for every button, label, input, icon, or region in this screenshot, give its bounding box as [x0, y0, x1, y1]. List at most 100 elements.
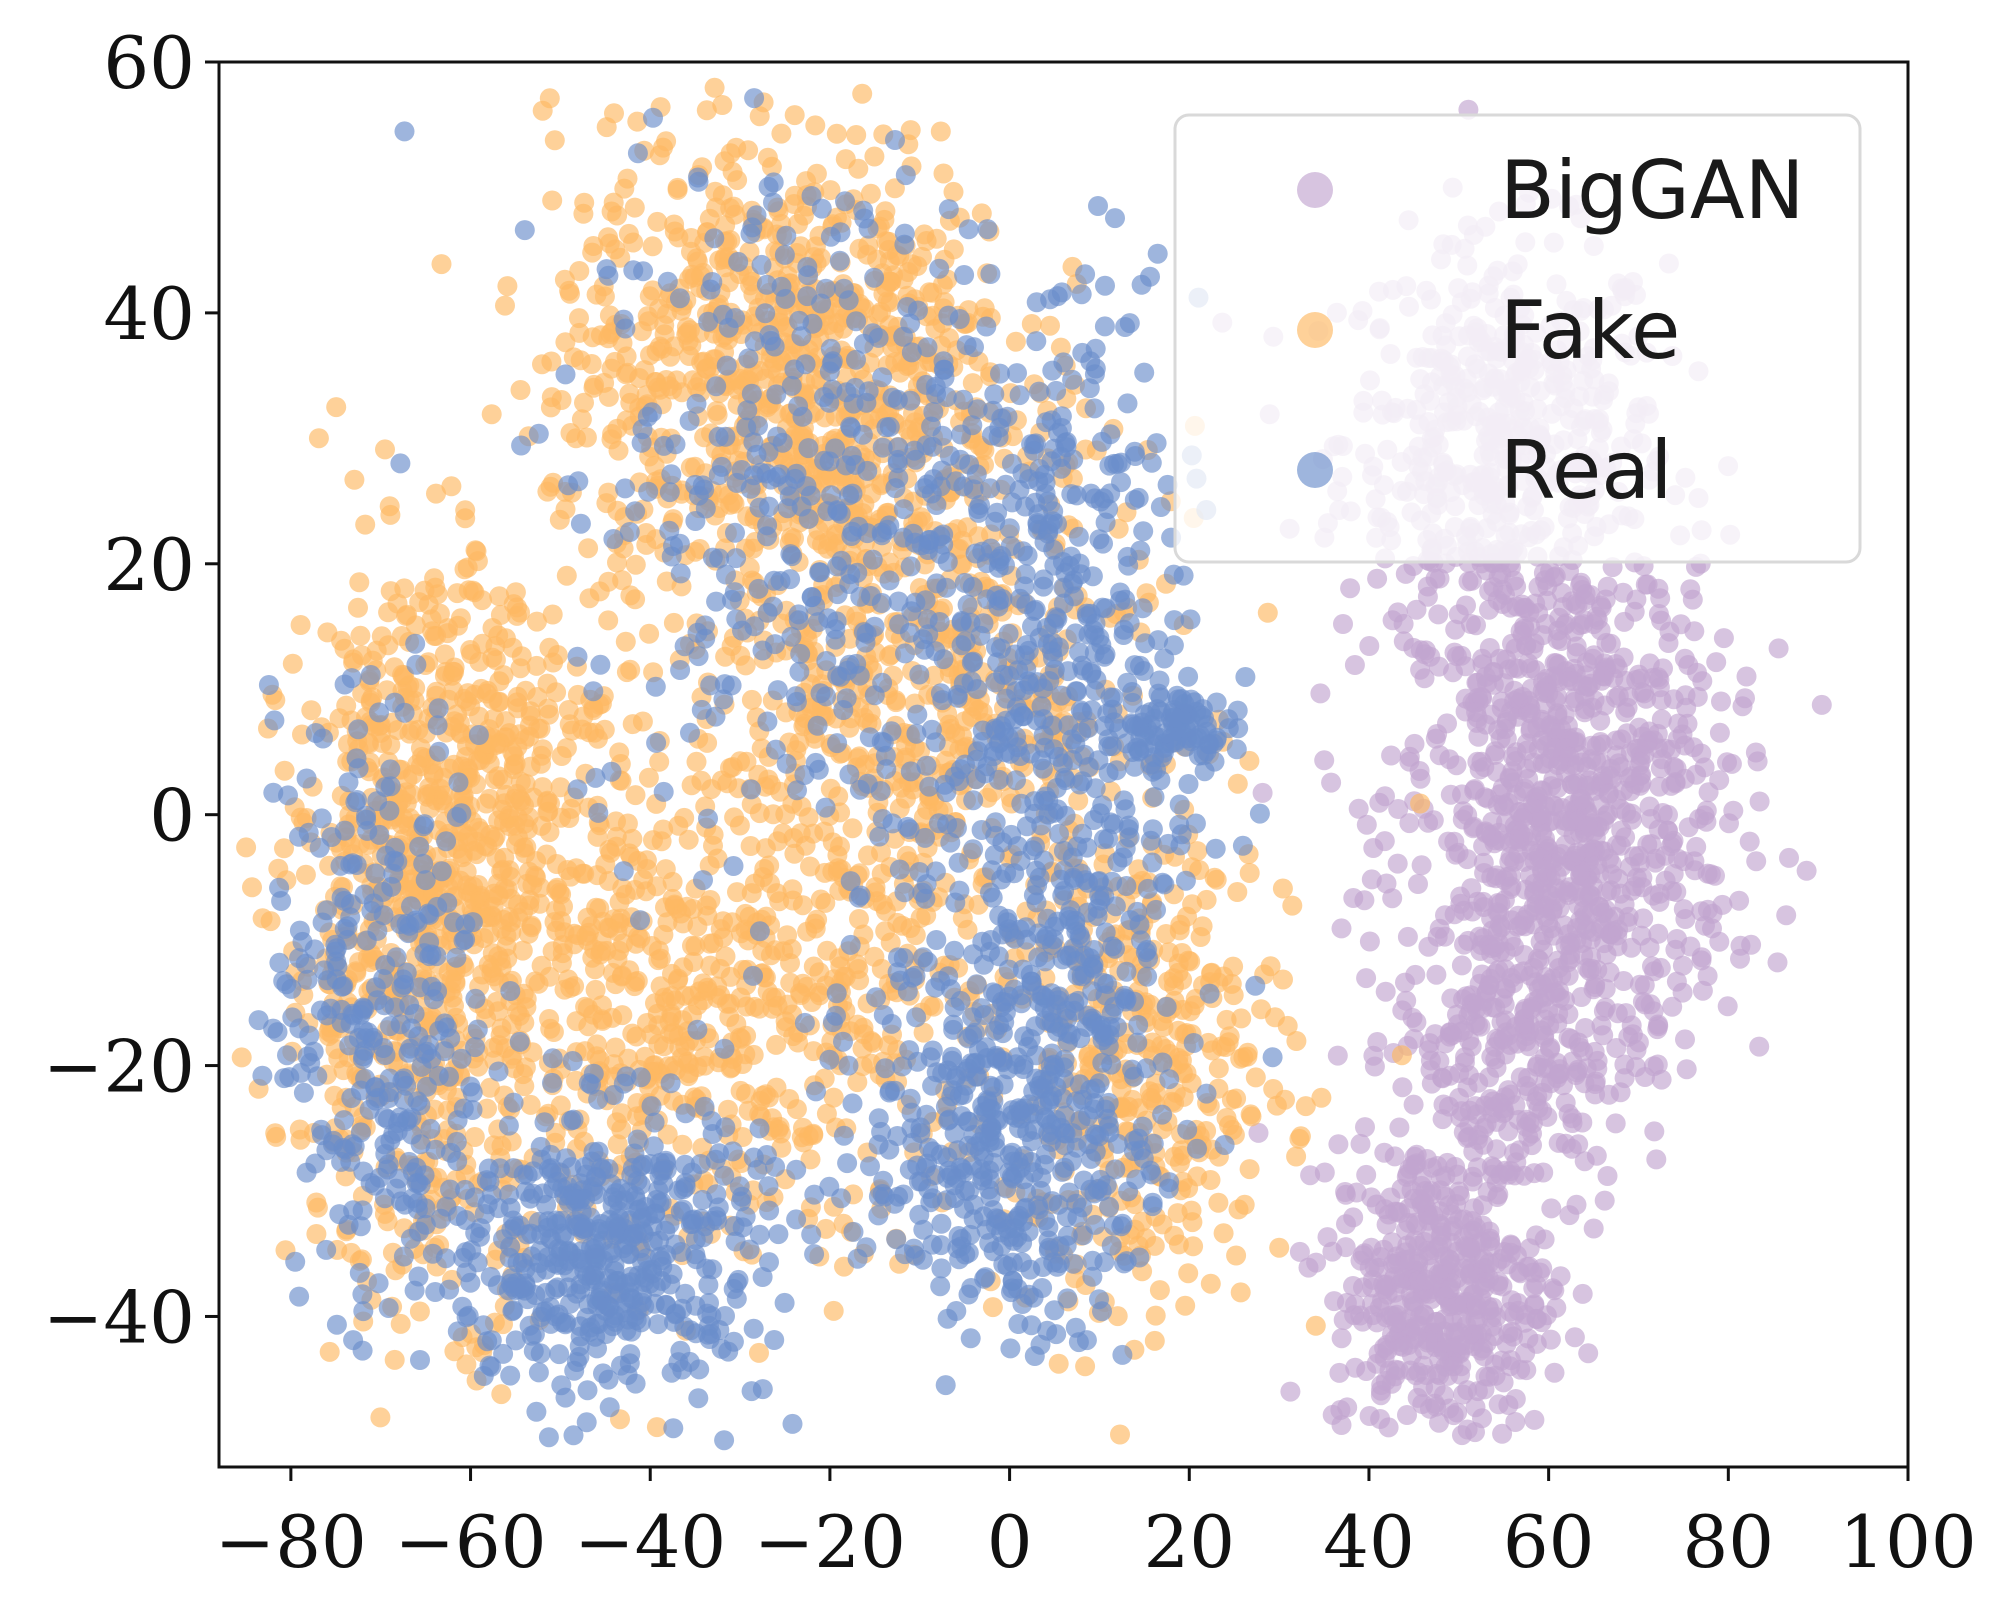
point-fake	[1239, 863, 1260, 883]
point-fake	[749, 106, 770, 127]
point-biggan	[1356, 814, 1377, 835]
point-biggan	[1406, 599, 1427, 620]
point-biggan	[1359, 931, 1380, 952]
point-fake	[544, 130, 565, 151]
point-biggan	[1505, 1412, 1526, 1432]
point-biggan	[1550, 1063, 1570, 1084]
point-fake	[864, 146, 885, 167]
point-fake	[601, 429, 622, 450]
point-biggan	[1555, 1092, 1576, 1113]
point-fake	[540, 1018, 561, 1039]
point-fake	[567, 925, 588, 946]
point-biggan	[1390, 1202, 1411, 1223]
point-biggan	[1655, 870, 1676, 891]
point-fake	[718, 272, 739, 293]
point-biggan	[1449, 1063, 1470, 1083]
point-fake	[1178, 1263, 1199, 1284]
point-biggan	[1327, 1045, 1348, 1066]
point-biggan	[1361, 869, 1382, 890]
point-fake	[625, 785, 646, 806]
point-biggan	[1717, 996, 1738, 1017]
point-biggan	[1565, 727, 1586, 748]
point-biggan	[1649, 776, 1670, 797]
point-biggan	[1387, 602, 1408, 623]
point-biggan	[1672, 955, 1693, 976]
point-fake	[513, 1064, 534, 1085]
point-biggan	[1532, 974, 1553, 995]
point-biggan	[1359, 636, 1380, 656]
point-biggan	[1605, 1113, 1626, 1134]
point-fake	[672, 1047, 692, 1068]
point-biggan	[1477, 1181, 1498, 1202]
point-biggan	[1630, 668, 1651, 689]
point-fake	[922, 282, 943, 303]
point-biggan	[1532, 625, 1553, 646]
point-biggan	[1642, 956, 1662, 977]
point-fake	[852, 83, 873, 104]
point-biggan	[1562, 774, 1582, 795]
point-fake	[1040, 315, 1060, 336]
point-fake	[375, 439, 395, 460]
point-fake	[727, 882, 747, 903]
point-biggan	[1686, 836, 1707, 857]
point-biggan	[1518, 1328, 1539, 1349]
point-biggan	[1314, 750, 1335, 771]
point-biggan	[1524, 1163, 1545, 1184]
point-biggan	[1559, 1205, 1580, 1226]
point-biggan	[1526, 1091, 1547, 1112]
point-biggan	[1393, 1268, 1413, 1289]
point-biggan	[1684, 621, 1705, 642]
point-biggan	[1635, 1067, 1655, 1087]
point-biggan	[1540, 1329, 1561, 1350]
point-fake	[260, 911, 281, 932]
point-biggan	[1614, 1068, 1635, 1089]
point-fake	[1200, 1273, 1221, 1294]
point-fake	[599, 839, 620, 860]
point-biggan	[1586, 735, 1607, 756]
point-biggan	[1387, 853, 1408, 874]
point-biggan	[1621, 766, 1642, 787]
point-fake	[860, 702, 881, 723]
point-biggan	[1390, 1332, 1411, 1352]
point-fake	[943, 181, 964, 202]
point-biggan	[1736, 666, 1757, 687]
point-biggan	[1640, 809, 1661, 829]
point-fake	[1245, 1067, 1266, 1088]
point-fake	[611, 1103, 632, 1124]
point-biggan	[1527, 1309, 1547, 1330]
point-biggan	[1648, 578, 1669, 599]
point-fake	[622, 714, 643, 735]
point-fake	[610, 247, 631, 268]
point-biggan	[1333, 1310, 1354, 1330]
point-fake	[569, 261, 590, 281]
point-biggan	[1424, 1393, 1445, 1414]
point-fake	[627, 111, 648, 132]
point-fake	[664, 336, 685, 357]
point-fake	[930, 121, 951, 142]
point-biggan	[1450, 1335, 1470, 1356]
point-biggan	[1625, 876, 1646, 897]
point-fake	[667, 179, 688, 200]
point-biggan	[1495, 978, 1516, 999]
point-biggan	[1564, 1327, 1585, 1348]
point-biggan	[1335, 1182, 1356, 1202]
point-biggan	[1393, 631, 1414, 652]
point-biggan	[1613, 582, 1634, 603]
point-biggan	[1485, 963, 1506, 984]
point-biggan	[1593, 1001, 1614, 1022]
point-fake	[664, 221, 685, 242]
point-biggan	[1739, 831, 1760, 852]
point-biggan	[1572, 675, 1593, 696]
point-fake	[301, 700, 322, 721]
point-biggan	[1516, 1109, 1537, 1130]
point-fake	[607, 552, 627, 573]
point-fake	[823, 1087, 844, 1108]
point-biggan	[1709, 722, 1730, 743]
point-biggan	[1595, 978, 1616, 999]
point-fake	[573, 203, 594, 224]
point-fake	[1005, 331, 1026, 352]
point-fake	[501, 1014, 522, 1035]
point-fake	[766, 1034, 787, 1055]
point-biggan	[1389, 1117, 1410, 1138]
point-biggan	[1417, 586, 1438, 607]
